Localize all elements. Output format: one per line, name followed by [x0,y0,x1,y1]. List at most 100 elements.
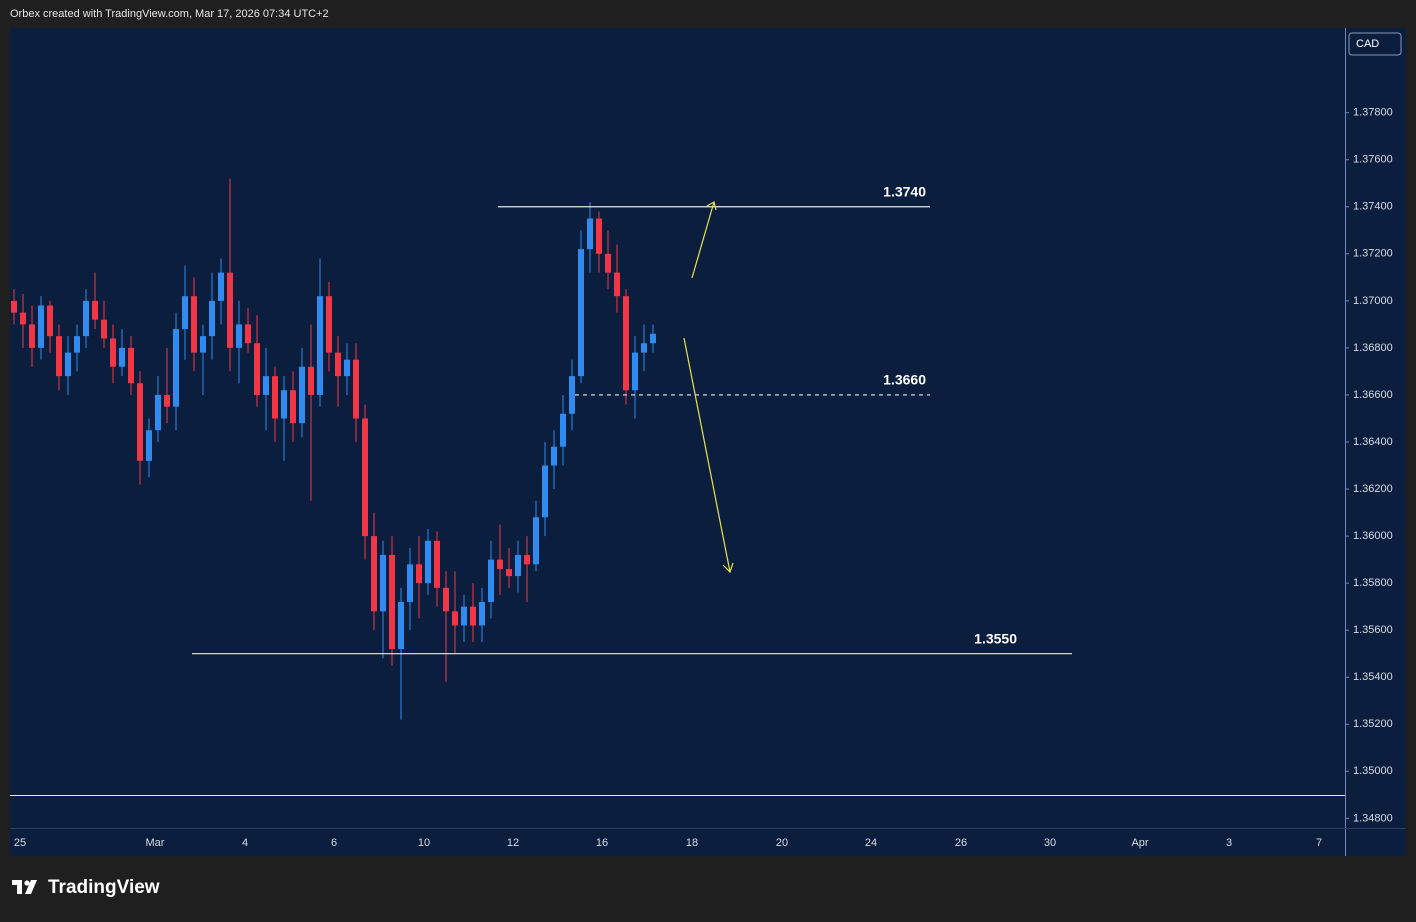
arrows [683,201,734,574]
level-label: 1.3550 [974,630,1017,646]
candle-body [191,296,197,353]
candle-body [20,312,26,325]
x-tick-label: Apr [1131,837,1148,849]
candle-body [344,359,350,377]
candle-body [470,606,476,626]
candle-body [326,296,332,353]
x-tick-label: 20 [776,837,788,849]
candle-body [578,249,584,377]
candle-body [533,517,539,565]
currency: CAD [1356,38,1379,50]
y-tick-label: 1.35800 [1353,577,1393,589]
y-tick-label: 1.36200 [1353,483,1393,495]
logo-icon [12,880,37,894]
candle-body [623,296,629,391]
candle-body [281,390,287,419]
candle-body [560,413,566,447]
candle-body [128,347,134,384]
candle-body [101,319,107,339]
candle-body [434,540,440,588]
candle-body [569,376,575,414]
currency-box [1348,32,1402,56]
y-tick-label: 1.35000 [1353,765,1393,777]
candle-body [29,324,35,348]
candle-body [389,554,395,649]
candle-body [614,272,620,297]
candle-body [515,554,521,577]
x-tick-label: 3 [1226,837,1232,849]
level-label: 1.3660 [883,372,926,388]
y-tick-label: 1.37800 [1353,107,1393,119]
y-tick-label: 1.37200 [1353,248,1393,260]
candle-body [83,300,89,337]
candle-body [335,352,341,377]
candle-body [380,554,386,612]
y-tick-label: 1.36000 [1353,530,1393,542]
plot-area [10,28,1406,856]
candle-body [353,359,359,419]
logo-text: TradingView [48,877,160,898]
y-tick-label: 1.35600 [1353,624,1393,636]
candle-body [200,336,206,353]
candle-body [74,336,80,353]
marks: 1.37800 1.37600 1.37400 1.37200 1.37000 1.368… [11,107,1393,849]
y-tick-label: 1.36800 [1353,342,1393,354]
candle-body [632,352,638,391]
candle-body [137,383,143,461]
y-tick-label: 1.35400 [1353,671,1393,683]
y-tick-label: 1.36400 [1353,436,1393,448]
candle-body [146,430,152,461]
candle-body [164,394,170,407]
candle-body [209,300,215,337]
x-tick-label: 18 [686,837,698,849]
candle-body [407,564,413,602]
y-tick-label: 1.34800 [1353,812,1393,824]
candle-body [362,418,368,537]
candle-body [227,272,233,348]
candle-body [110,338,116,367]
candle-body [452,611,458,626]
candle-body [47,305,53,337]
candle-body [263,376,269,395]
candle-body [38,305,44,348]
candle-body [245,324,251,344]
candle-body [371,536,377,612]
candle-body [488,559,494,602]
y-tick-label: 1.35200 [1353,718,1393,730]
candle-body [398,601,404,649]
candle-body [308,366,314,395]
candle-body [92,300,98,320]
arrow-up [691,201,715,279]
candle-body [56,336,62,377]
x-tick-label: 10 [418,837,430,849]
x-tick-label: 12 [507,837,519,849]
logo-part [12,880,22,894]
x-tick-label: 16 [596,837,608,849]
x-tick-label: 4 [242,837,248,849]
candle-body [479,601,485,626]
x-tick-label: Mar [146,837,165,849]
candle-body [299,366,305,424]
candle-body [641,343,647,353]
candle-body [218,272,224,301]
candle-body [506,569,512,577]
x-tick-label: 7 [1316,837,1322,849]
arrow-down-head [722,562,734,574]
candle-body [155,394,161,431]
logo-part [25,880,37,894]
candle-body [236,324,242,348]
candle-body [461,606,467,626]
candle-body [542,465,548,518]
y-tick-label: 1.37000 [1353,295,1393,307]
candle-body [182,296,188,330]
arrow-down [683,337,731,573]
x-tick-label: 25 [14,837,26,849]
header: Orbex created with TradingView.com, Mar … [10,8,329,20]
y-tick-label: 1.37400 [1353,201,1393,213]
candle-body [65,352,71,377]
candle-body [416,564,422,584]
logo-part [24,880,30,886]
candle-body [173,329,179,407]
level-label: 1.3740 [883,183,926,199]
